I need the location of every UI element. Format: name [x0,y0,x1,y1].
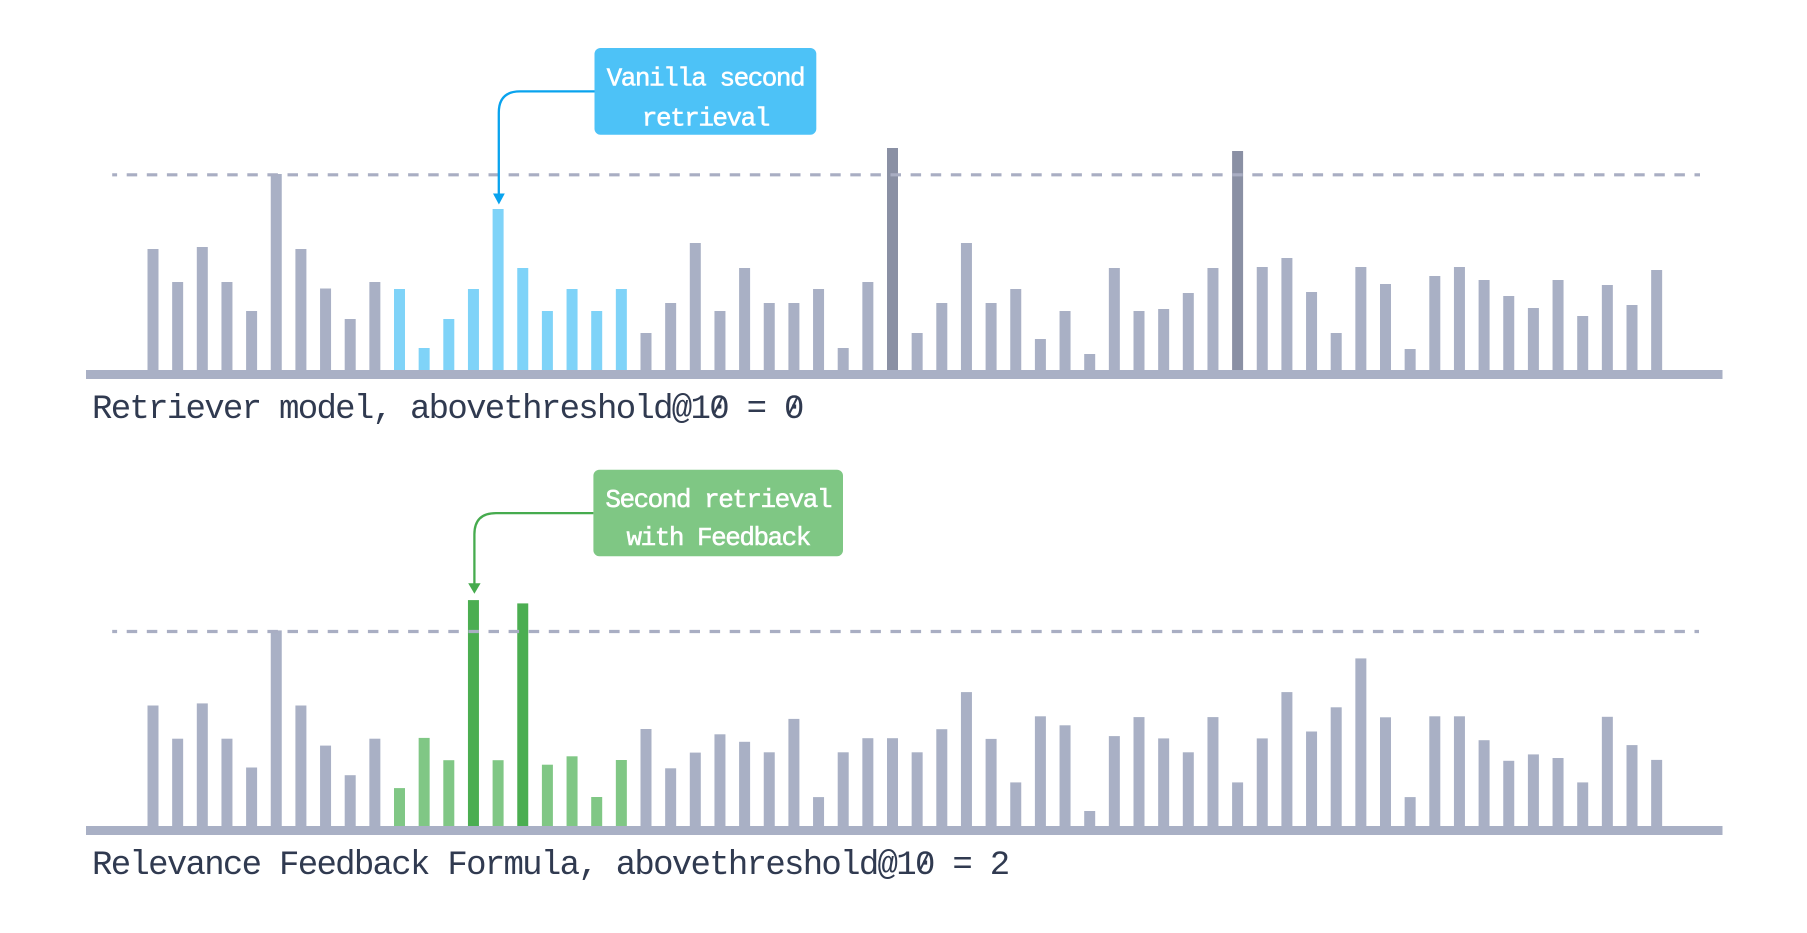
svg-text:Vanilla second: Vanilla second [607,63,804,93]
svg-text:retrieval: retrieval [642,103,770,133]
svg-text:Relevance Feedback Formula, ab: Relevance Feedback Formula, abovethresho… [92,847,1008,885]
svg-text:Retriever model, abovethreshol: Retriever model, abovethreshold@10 = 0 [92,391,803,429]
svg-text:Second retrieval: Second retrieval [605,485,832,515]
svg-text:with Feedback: with Feedback [627,523,811,553]
